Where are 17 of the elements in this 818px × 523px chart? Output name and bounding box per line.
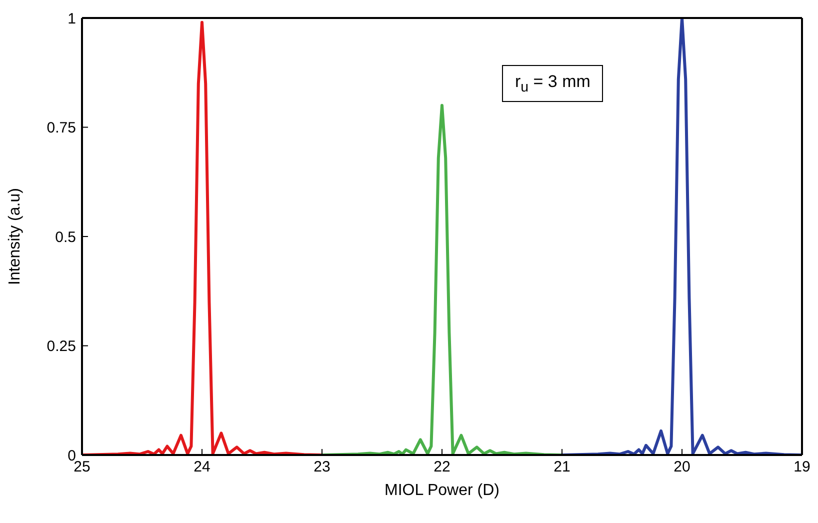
line-series (82, 20, 324, 455)
x-tick-label: 21 (554, 458, 570, 476)
x-tick-label: 22 (434, 458, 450, 476)
annotation: r$_{u}$ = 3 mm (502, 65, 604, 102)
x-tick-label: 19 (794, 458, 810, 476)
x-tick-label: 24 (194, 458, 210, 476)
y-tick-label: 1 (68, 10, 76, 28)
x-tick-label: 23 (314, 458, 330, 476)
y-tick-label: 0 (68, 447, 76, 464)
x-axis-title: MIOL Power (D) (384, 482, 500, 499)
line-series (320, 104, 564, 455)
y-axis-title: Intensity (a.u) (6, 188, 24, 285)
x-tick-label: 25 (74, 458, 90, 476)
x-tick-label: 20 (674, 458, 690, 476)
y-tick-label: 0.75 (46, 120, 76, 137)
y-tick-label: 0.25 (46, 338, 76, 356)
y-tick-label: 0.5 (55, 228, 76, 246)
